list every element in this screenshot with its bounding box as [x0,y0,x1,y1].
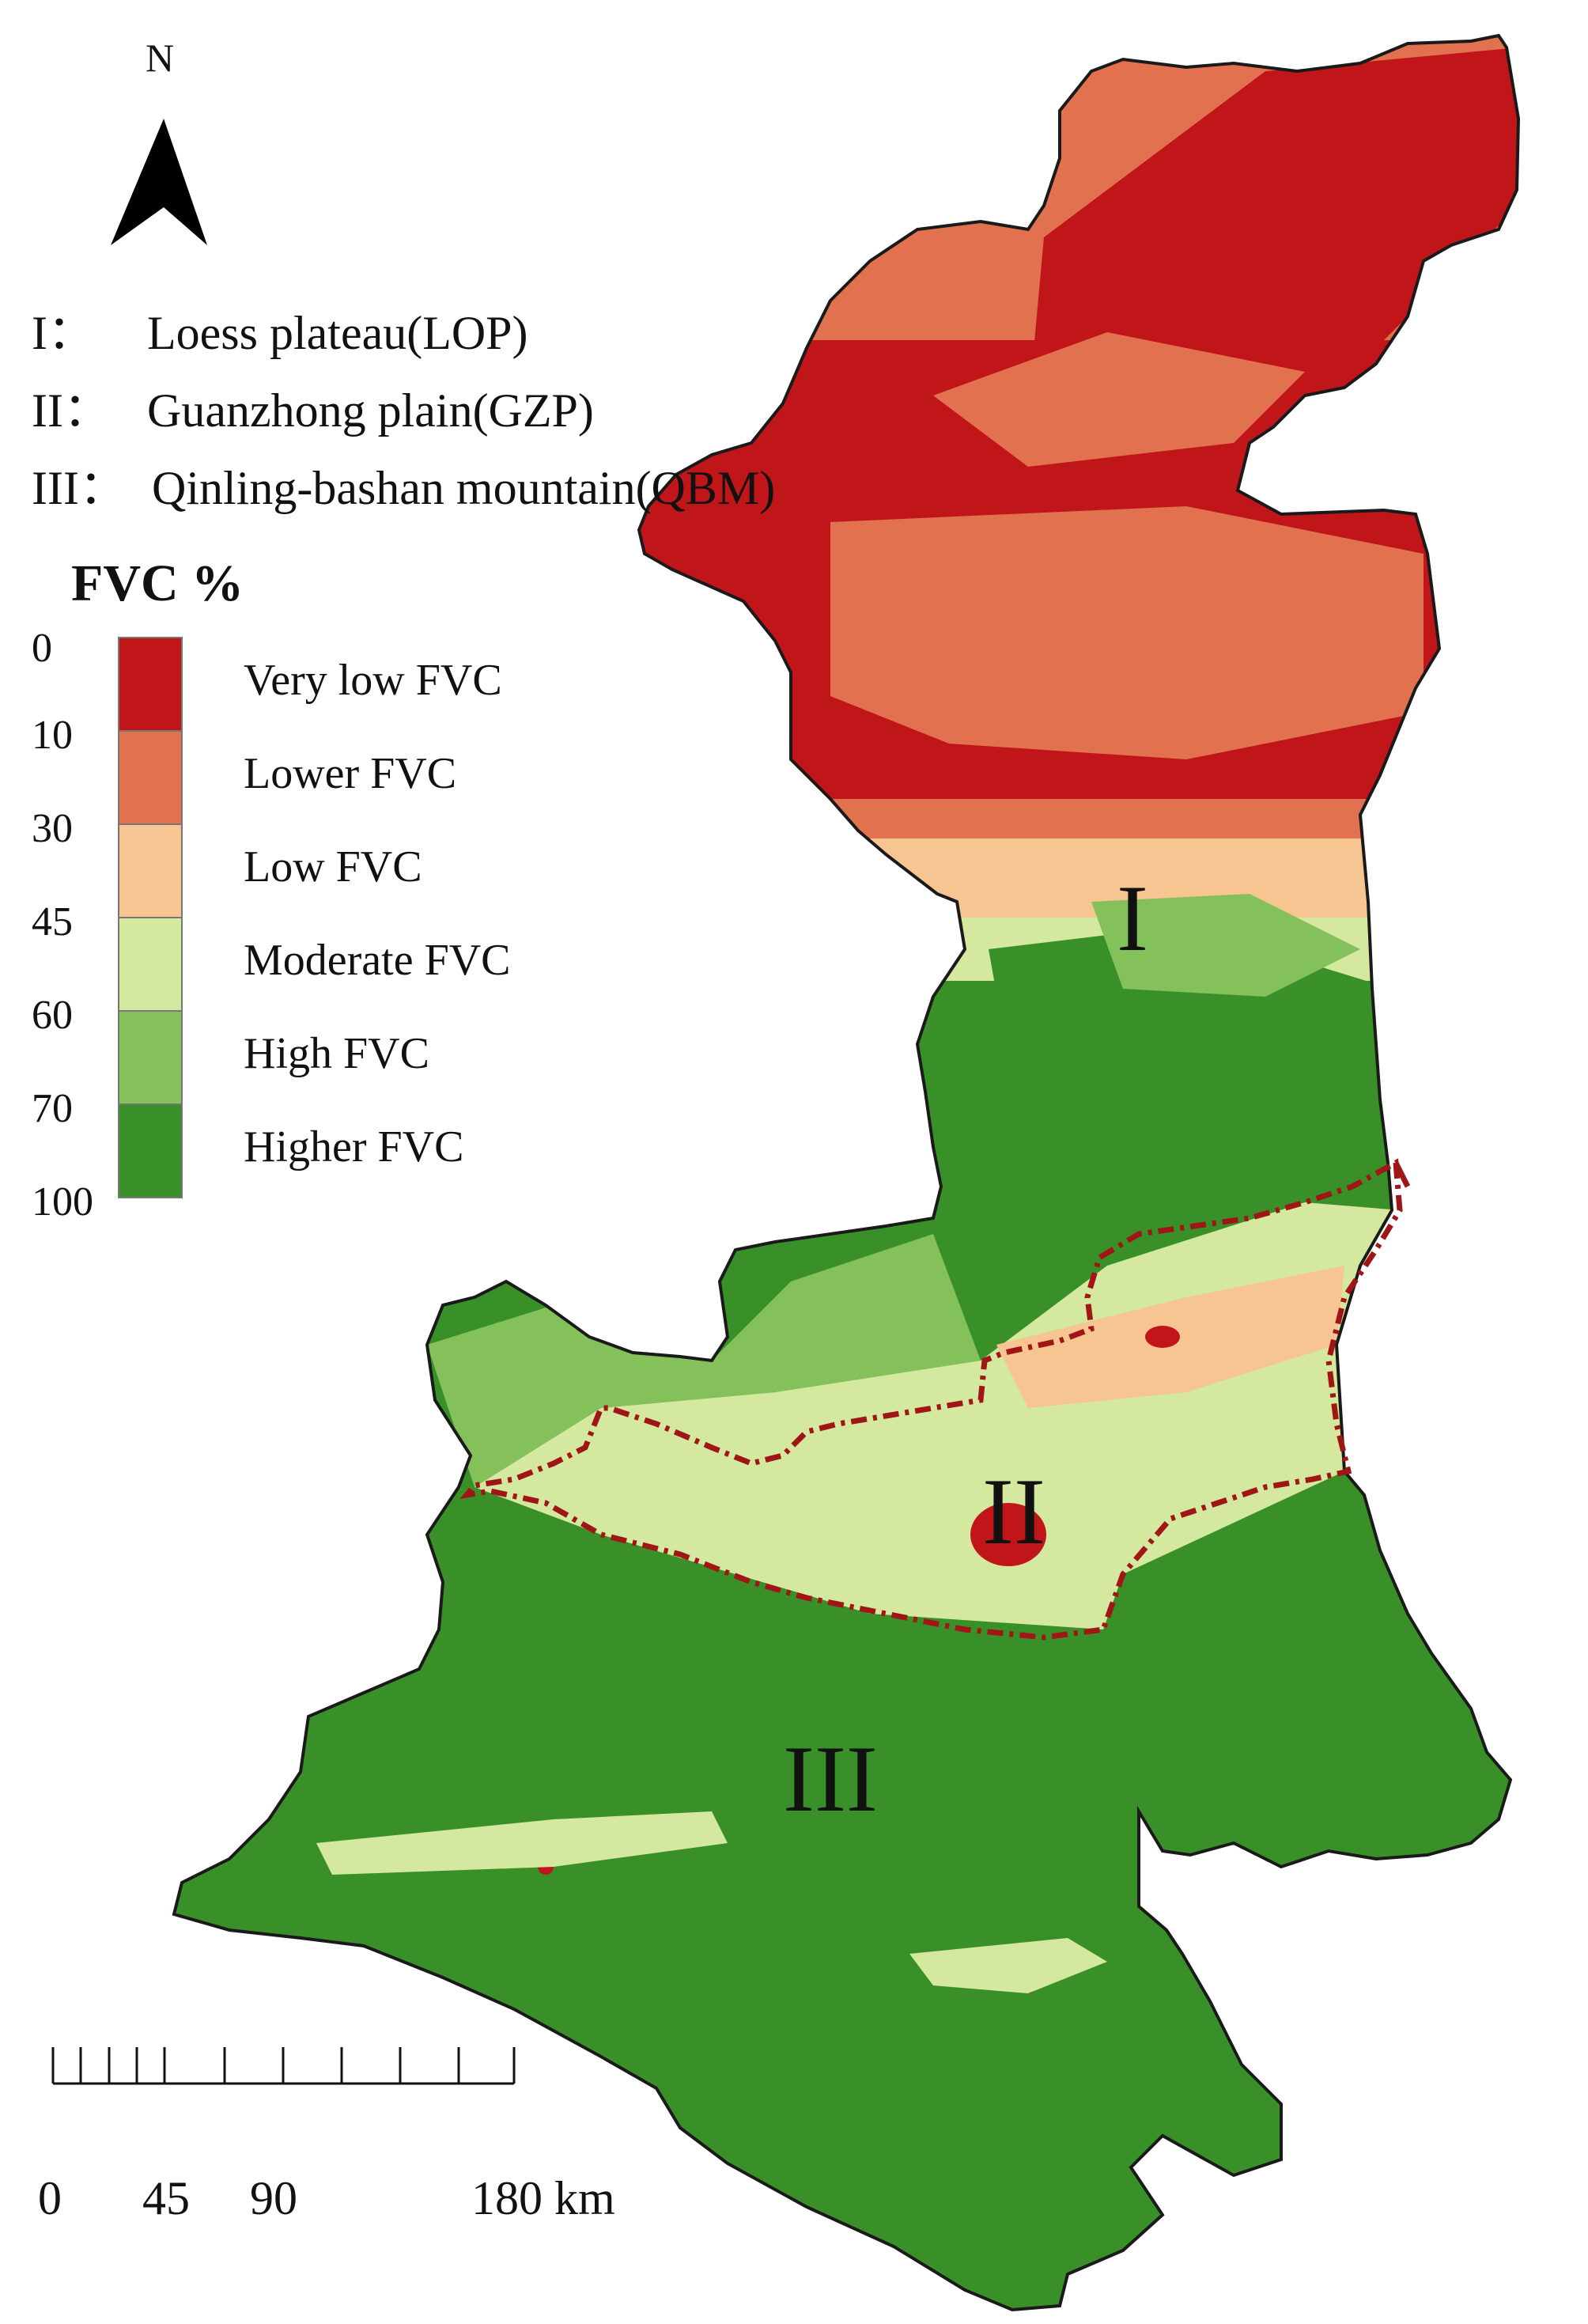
north-arrow-icon [111,119,207,245]
region-entry-qbm: III： Qinling-bashan mountain(QBM) [32,449,775,527]
region-number: III： [32,462,127,514]
legend-title: FVC % [71,555,244,612]
legend-swatch [118,637,183,732]
legend-swatch [118,1103,183,1198]
map-label-region-2: II [982,1459,1045,1564]
gzp-region-boundary [459,1158,1403,1641]
legend-swatch [118,823,183,918]
scale-label: 45 [142,2172,190,2224]
scale-bar [51,2047,516,2085]
north-letter: N [146,36,175,80]
fvc-urban-patch [1145,1326,1180,1348]
legend-break-label: 45 [32,899,73,944]
legend-swatch [118,730,183,825]
region-name: Qinling-bashan mountain(QBM) [152,462,776,514]
region-list: I： Loess plateau(LOP) II： Guanzhong plain(… [32,294,775,527]
legend-swatch [118,917,183,1012]
region-entry-lop: I： Loess plateau(LOP) [32,294,775,372]
fvc-zone [174,981,1518,2310]
region-number: II： [32,384,111,437]
map-label-region-3: III [783,1726,878,1831]
legend-class-label: Lower FVC [244,749,457,798]
legend-break-label: 30 [32,806,73,851]
region-name: Loess plateau(LOP) [147,307,528,359]
legend-break-label: 100 [32,1179,93,1224]
legend-break-label: 70 [32,1086,73,1131]
legend-class-label: Higher FVC [244,1122,464,1171]
fvc-zone [830,506,1424,759]
legend-break-label: 60 [32,993,73,1038]
legend-class-label: Low FVC [244,842,422,891]
fvc-urban-patch [970,1503,1046,1566]
legend-class-label: Moderate FVC [244,936,511,985]
scale-label: 180 km [471,2172,615,2224]
fvc-zone [989,925,1392,1202]
gzp-boundary-tick [1393,1161,1411,1188]
region-name: Guanzhong plain(GZP) [147,384,594,437]
scale-label: 0 [38,2172,62,2224]
fvc-zone [933,332,1305,467]
fvc-zone [909,1938,1107,1993]
map-label-region-1: I [1117,865,1148,971]
legend-class-label: High FVC [244,1029,429,1078]
fvc-zone [316,1811,728,1875]
fvc-zone [174,799,1518,838]
region-number: I： [32,307,95,359]
region-entry-gzp: II： Guanzhong plain(GZP) [32,372,775,449]
legend-color-ramp [118,637,183,1198]
legend-swatch [118,1010,183,1105]
legend-break-label: 10 [32,713,73,758]
legend-break-label: 0 [32,626,52,671]
legend-class-label: Very low FVC [244,656,502,705]
fvc-zone [1091,894,1360,997]
fvc-zone [174,838,1518,918]
scale-label: 90 [250,2172,297,2224]
